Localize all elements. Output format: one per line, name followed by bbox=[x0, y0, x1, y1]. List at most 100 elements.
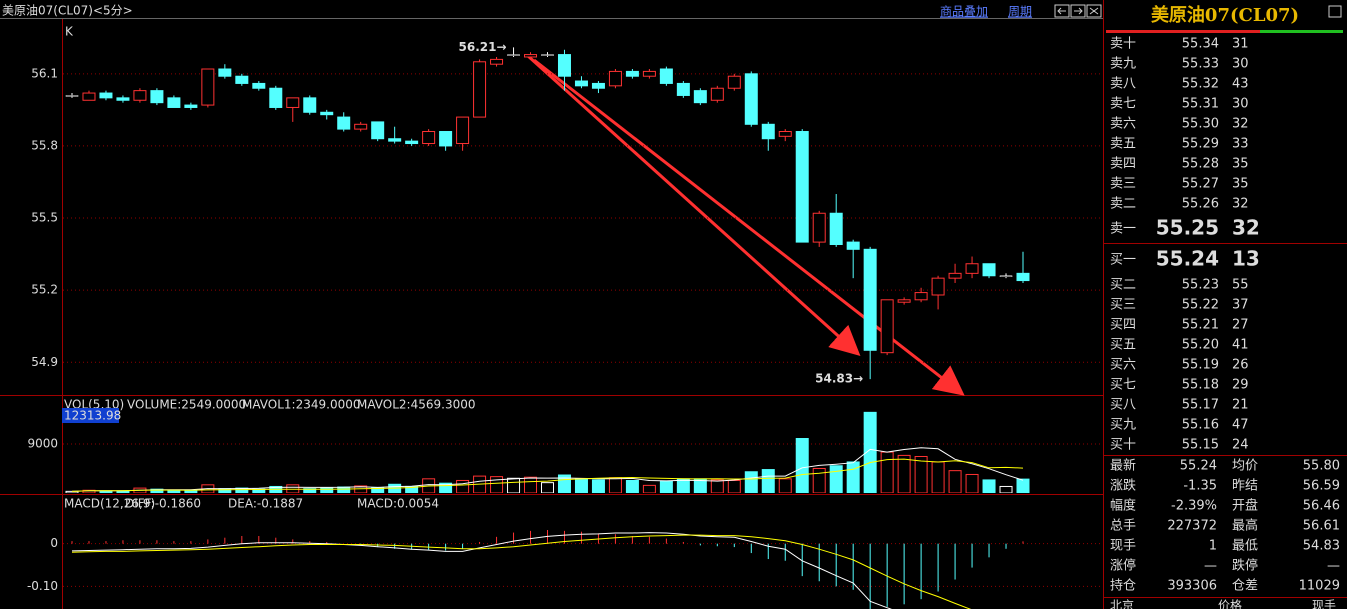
volume-bar bbox=[710, 479, 724, 493]
volume-bar bbox=[150, 488, 164, 493]
candle-body bbox=[931, 277, 945, 296]
book-volume: 32 bbox=[1232, 117, 1249, 132]
candle-body bbox=[235, 75, 249, 84]
candle-body bbox=[201, 68, 215, 106]
book-label: 买二 bbox=[1110, 278, 1136, 293]
y-tick-label: -0.10 bbox=[27, 579, 58, 593]
volume-bar bbox=[320, 487, 334, 493]
book-label: 卖九 bbox=[1110, 57, 1136, 72]
candle-body bbox=[116, 97, 130, 101]
candle-body bbox=[846, 241, 860, 250]
candle-body bbox=[982, 263, 996, 277]
extreme-label: 56.21→ bbox=[459, 40, 507, 54]
extreme-label: 54.83→ bbox=[815, 372, 863, 386]
stat-label: 最新 bbox=[1110, 458, 1136, 474]
stat-label: 涨停 bbox=[1110, 558, 1136, 574]
volume-bar bbox=[727, 479, 741, 493]
volume-bar bbox=[490, 476, 504, 493]
y-tick-label: 9000 bbox=[27, 436, 58, 450]
volume-bar bbox=[846, 461, 860, 493]
indicator-line bbox=[71, 447, 1024, 492]
ask-bar bbox=[1106, 30, 1260, 33]
candle-body bbox=[320, 111, 334, 116]
book-label: 卖三 bbox=[1110, 177, 1136, 192]
plot bbox=[65, 47, 1030, 380]
nav-buttons[interactable] bbox=[1054, 4, 1102, 18]
stat-label: 昨结 bbox=[1232, 479, 1258, 494]
stat-label: 最高 bbox=[1232, 518, 1258, 534]
footer-text: 价格 bbox=[1218, 598, 1242, 609]
candle-body bbox=[812, 212, 826, 243]
candle-body bbox=[625, 70, 639, 77]
vol-legend: MAVOL1:2349.0000 bbox=[242, 398, 361, 412]
candle-body bbox=[252, 82, 266, 89]
candle-body bbox=[914, 292, 928, 301]
book-price: 55.33 bbox=[1182, 57, 1219, 72]
book-price: 55.20 bbox=[1182, 338, 1219, 353]
candle-body bbox=[591, 82, 605, 89]
book-label: 买六 bbox=[1110, 358, 1136, 373]
overlay-link[interactable]: 商品叠加 bbox=[940, 4, 988, 19]
period-link[interactable]: 周期 bbox=[1008, 5, 1032, 19]
candle-body bbox=[676, 82, 690, 96]
volume-bar bbox=[965, 473, 979, 493]
y-tick-label: 55.2 bbox=[31, 283, 58, 297]
book-price: 55.29 bbox=[1182, 137, 1219, 152]
book-volume: 47 bbox=[1232, 418, 1249, 433]
book-volume: 32 bbox=[1232, 216, 1260, 240]
book-volume: 21 bbox=[1232, 398, 1249, 413]
book-volume: 35 bbox=[1232, 157, 1249, 172]
stat-value: 55.80 bbox=[1303, 459, 1340, 474]
book-label: 卖二 bbox=[1110, 197, 1136, 212]
book-price: 55.26 bbox=[1182, 197, 1219, 212]
candle-body bbox=[659, 68, 673, 84]
book-price: 55.15 bbox=[1182, 438, 1219, 453]
book-price: 55.21 bbox=[1182, 318, 1219, 333]
candle-body bbox=[880, 299, 894, 354]
book-price: 55.31 bbox=[1182, 97, 1219, 112]
book-price: 55.18 bbox=[1182, 378, 1219, 393]
volume-bar bbox=[897, 454, 911, 493]
volume-bar bbox=[659, 480, 673, 493]
book-label: 买九 bbox=[1110, 418, 1136, 433]
vol-legend: VOLUME:2549.0000 bbox=[127, 398, 246, 412]
candle-body bbox=[337, 116, 351, 130]
candle-body bbox=[422, 131, 436, 145]
indicator-line bbox=[71, 458, 1024, 492]
book-volume: 27 bbox=[1232, 318, 1249, 333]
book-price: 55.34 bbox=[1182, 37, 1219, 52]
candle-body bbox=[965, 263, 979, 274]
stat-label: 最低 bbox=[1232, 539, 1258, 554]
volume-bar bbox=[829, 465, 843, 493]
volume-bar bbox=[880, 451, 894, 493]
book-label: 买四 bbox=[1110, 318, 1136, 333]
volume-bar bbox=[439, 482, 453, 493]
candle-body bbox=[184, 104, 198, 108]
volume-bar bbox=[167, 489, 181, 493]
macd-legend: DEA:-0.1887 bbox=[228, 497, 303, 511]
volume-bar bbox=[914, 455, 928, 493]
candle-body bbox=[490, 58, 504, 65]
book-volume: 30 bbox=[1232, 97, 1249, 112]
book-volume: 26 bbox=[1232, 358, 1249, 373]
book-volume: 13 bbox=[1232, 247, 1260, 271]
candle-body bbox=[65, 95, 79, 97]
candle-body bbox=[778, 131, 792, 137]
panel-toggle[interactable] bbox=[1328, 5, 1342, 18]
volume-bar bbox=[337, 486, 351, 493]
volume-bar bbox=[591, 479, 605, 493]
stat-value: 56.46 bbox=[1303, 499, 1340, 514]
cursor-label: 12313.98 bbox=[64, 409, 121, 423]
candle-body bbox=[948, 272, 962, 279]
volume-bar bbox=[524, 476, 538, 493]
book-label: 买五 bbox=[1110, 338, 1136, 353]
book-volume: 33 bbox=[1232, 137, 1249, 152]
candle-body bbox=[795, 131, 809, 243]
book-price: 55.28 bbox=[1182, 157, 1219, 172]
book-price: 55.27 bbox=[1182, 177, 1219, 192]
book-price: 55.25 bbox=[1156, 216, 1219, 240]
footer-text: 现手 bbox=[1312, 599, 1336, 609]
book-price: 55.16 bbox=[1182, 418, 1219, 433]
